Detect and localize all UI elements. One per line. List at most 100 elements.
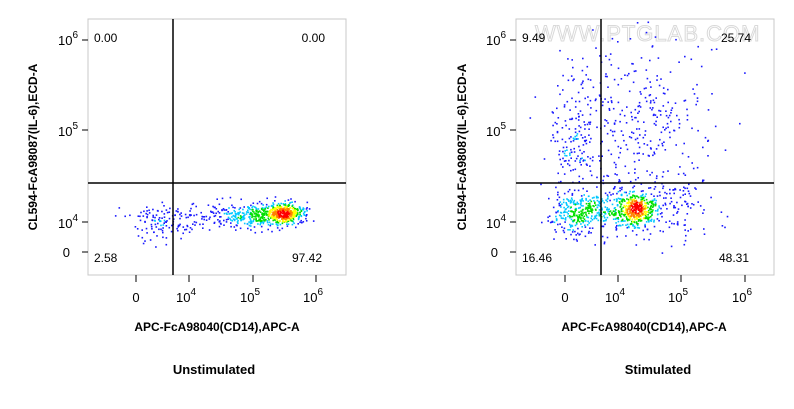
event-dot	[626, 74, 629, 77]
event-dot	[534, 96, 537, 98]
event-dot	[279, 213, 282, 216]
event-dot	[598, 211, 600, 214]
event-dot	[263, 214, 266, 216]
event-dot	[596, 176, 598, 179]
event-dot	[683, 186, 685, 189]
event-dot	[651, 202, 653, 205]
event-dot	[564, 150, 566, 152]
event-dot	[230, 212, 233, 215]
event-dot	[231, 220, 234, 222]
event-dot	[596, 186, 598, 188]
event-dot	[633, 198, 635, 201]
event-dot	[613, 123, 616, 125]
event-dot	[579, 199, 582, 201]
event-dot	[633, 202, 636, 205]
event-dot	[643, 121, 645, 123]
event-dot	[199, 223, 201, 226]
event-dot	[562, 229, 565, 232]
event-dot	[626, 210, 628, 212]
event-dot	[630, 208, 633, 211]
event-dot	[650, 193, 653, 195]
event-dot	[606, 207, 609, 209]
event-dot	[620, 203, 623, 205]
event-dot	[648, 216, 651, 219]
event-dot	[613, 161, 616, 164]
event-dot	[637, 226, 639, 229]
event-dot	[697, 201, 699, 203]
event-dot	[295, 208, 298, 211]
event-dot	[575, 134, 578, 137]
event-dot	[292, 215, 294, 218]
event-dot	[151, 228, 153, 230]
event-dot	[564, 221, 566, 223]
unstimulated-plot-panel: 0.00 0.00 2.58 97.42 106 105 104 0 0 104…	[26, 18, 347, 377]
event-dot	[562, 157, 564, 160]
event-dot	[246, 222, 249, 225]
event-dot	[580, 195, 583, 197]
event-dot	[656, 213, 659, 216]
event-dot	[654, 202, 657, 204]
quadrant-lower-left-value: 2.58	[94, 251, 118, 265]
event-dot	[563, 231, 566, 234]
event-dot	[639, 217, 642, 220]
event-dot	[656, 116, 658, 118]
event-dot	[667, 170, 669, 172]
event-dot	[593, 200, 595, 202]
event-dot	[273, 214, 275, 216]
event-dot	[626, 202, 628, 205]
event-dot	[580, 218, 582, 220]
event-dot	[554, 121, 557, 124]
event-dot	[682, 190, 685, 192]
event-dot	[560, 180, 562, 183]
event-dot	[661, 252, 664, 254]
event-dot	[569, 118, 571, 121]
event-dot	[677, 208, 680, 210]
event-dot	[697, 45, 699, 48]
event-dot	[644, 205, 647, 207]
event-dot	[623, 114, 626, 117]
event-dot	[556, 107, 558, 110]
event-dot	[547, 220, 549, 222]
event-dot	[200, 211, 202, 214]
x-tick-label: 0	[561, 290, 568, 305]
event-dot	[647, 217, 650, 220]
event-dot	[303, 214, 306, 216]
event-dot	[629, 210, 632, 212]
event-dot	[649, 200, 652, 203]
event-dot	[591, 219, 594, 221]
event-dot	[614, 173, 616, 175]
event-dot	[633, 194, 635, 197]
event-dot	[575, 157, 578, 160]
event-dot	[647, 203, 650, 205]
event-dot	[653, 151, 655, 154]
event-dot	[599, 160, 601, 162]
event-dot	[589, 165, 591, 167]
event-dot	[649, 233, 652, 235]
event-dot	[692, 167, 695, 170]
event-dot	[266, 210, 269, 213]
event-dot	[636, 224, 639, 227]
event-dot	[581, 211, 584, 213]
event-dot	[150, 225, 153, 228]
event-dot	[639, 201, 642, 204]
event-dot	[283, 210, 286, 212]
event-dot	[262, 204, 264, 206]
event-dot	[185, 228, 188, 231]
event-dot	[691, 162, 693, 164]
event-dot	[168, 217, 171, 220]
event-dot	[674, 102, 677, 104]
event-dot	[570, 169, 572, 172]
event-dot	[562, 198, 565, 201]
event-dot	[195, 205, 197, 208]
event-dot	[260, 222, 262, 224]
event-dot	[283, 220, 285, 223]
x-tick-label: 104	[605, 287, 625, 305]
event-dot	[617, 217, 619, 219]
event-dot	[593, 196, 595, 199]
event-dot	[679, 166, 681, 168]
event-dot	[643, 143, 646, 145]
event-dot	[594, 244, 596, 246]
event-dot	[262, 207, 264, 210]
event-dot	[619, 198, 621, 200]
event-dot	[529, 117, 532, 119]
